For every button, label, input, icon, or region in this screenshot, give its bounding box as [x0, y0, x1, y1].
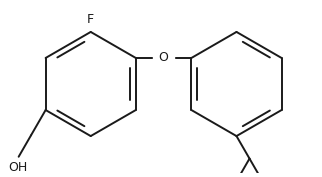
- Text: OH: OH: [8, 161, 27, 174]
- Text: F: F: [87, 13, 94, 26]
- Text: O: O: [159, 52, 168, 64]
